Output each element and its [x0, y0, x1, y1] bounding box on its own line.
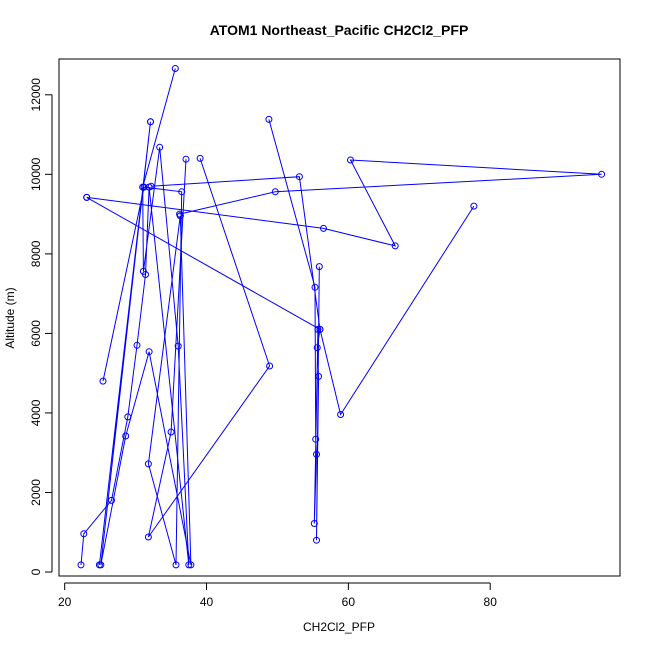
data-point — [187, 561, 195, 569]
y-axis-label: Altitude (m) — [3, 287, 17, 348]
series-line-4 — [86, 159, 602, 247]
y-tick-label: 12000 — [29, 78, 43, 112]
plot-frame — [58, 58, 621, 577]
data-point — [196, 154, 204, 162]
data-point — [147, 118, 154, 126]
data-point — [97, 561, 105, 569]
series-line-7 — [268, 119, 319, 524]
x-axis: 20 40 60 80 — [58, 582, 498, 609]
data-point — [176, 210, 184, 218]
data-point — [145, 348, 153, 356]
y-tick-label: 4000 — [29, 399, 43, 426]
data-point — [271, 188, 279, 196]
data-point — [310, 520, 318, 527]
data-point — [182, 155, 190, 163]
data-point — [295, 173, 303, 181]
x-tick-label: 20 — [58, 595, 72, 609]
series-layer — [77, 65, 606, 569]
data-point — [80, 530, 88, 538]
data-point — [347, 156, 354, 164]
series-line-1 — [80, 68, 190, 565]
data-point — [147, 182, 155, 190]
series-line-3 — [147, 158, 271, 538]
data-point — [311, 283, 319, 291]
series-line-6 — [86, 196, 321, 541]
data-point — [313, 536, 320, 544]
data-point — [156, 143, 164, 151]
data-point — [470, 202, 478, 210]
y-axis: 0 2000 4000 6000 8000 10000 12000 — [29, 78, 53, 575]
data-point — [391, 242, 399, 250]
x-axis-label: CH2Cl2_PFP — [303, 620, 375, 634]
data-point — [167, 428, 175, 436]
y-tick-label: 6000 — [29, 320, 43, 347]
x-tick-label: 80 — [484, 595, 498, 609]
data-point — [139, 267, 147, 275]
data-point — [140, 183, 148, 191]
data-point — [77, 561, 85, 569]
data-point — [316, 325, 324, 333]
data-point — [312, 435, 320, 443]
series-line-2 — [98, 121, 192, 566]
data-point — [337, 411, 345, 418]
data-point — [133, 341, 141, 349]
data-point — [172, 561, 180, 569]
data-point — [320, 224, 327, 232]
data-point — [171, 65, 179, 72]
data-point — [122, 432, 130, 440]
data-point — [266, 362, 274, 370]
y-tick-label: 0 — [29, 568, 43, 575]
data-point — [315, 263, 323, 271]
data-point — [265, 115, 273, 123]
data-point — [174, 342, 182, 350]
data-point — [313, 450, 320, 458]
y-tick-label: 8000 — [29, 240, 43, 267]
chart-title: ATOM1 Northeast_Pacific CH2Cl2_PFP — [210, 22, 469, 38]
data-point — [144, 460, 152, 468]
data-point — [144, 533, 152, 541]
x-tick-label: 60 — [342, 595, 356, 609]
data-point — [598, 170, 606, 178]
x-tick-label: 40 — [200, 595, 214, 609]
data-point — [83, 193, 91, 201]
data-point — [185, 561, 193, 569]
data-point — [99, 377, 107, 385]
y-tick-label: 2000 — [29, 479, 43, 506]
y-tick-label: 10000 — [29, 157, 43, 191]
data-point — [314, 325, 322, 333]
